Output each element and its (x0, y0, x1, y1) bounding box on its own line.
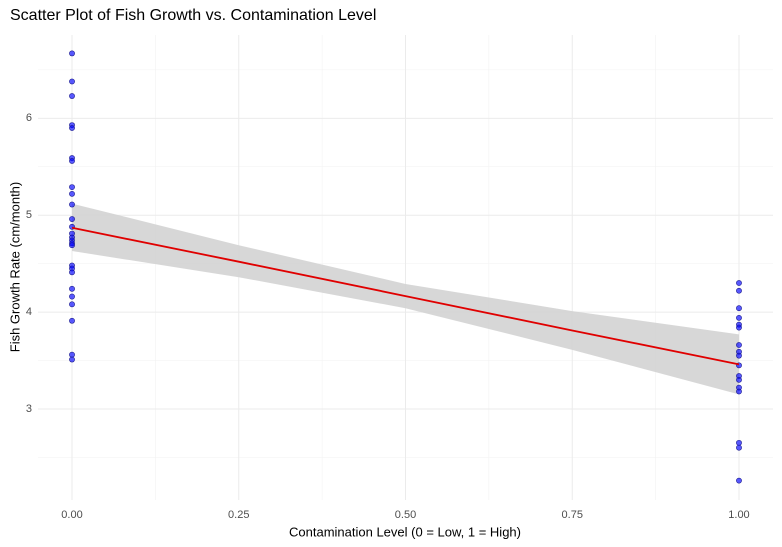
point (69, 356, 75, 363)
point (69, 93, 75, 99)
y-tick-label: 4 (26, 306, 32, 318)
point (69, 216, 75, 222)
point (69, 125, 75, 131)
point (69, 78, 75, 85)
point (69, 242, 75, 249)
point (736, 439, 742, 446)
point (69, 184, 75, 190)
point (736, 388, 742, 395)
point (69, 351, 75, 358)
y-tick-label: 5 (26, 209, 32, 221)
point (69, 158, 75, 164)
point (69, 293, 75, 300)
point (736, 280, 742, 286)
x-tick-label: 0.00 (61, 509, 82, 521)
point (736, 305, 742, 312)
point (69, 301, 75, 308)
x-tick-label: 0.50 (395, 509, 416, 521)
x-tick-label: 1.00 (728, 509, 749, 521)
x-tick-label: 0.75 (562, 509, 583, 521)
point (736, 342, 742, 348)
chart-title: Scatter Plot of Fish Growth vs. Contamin… (10, 7, 376, 24)
point (69, 190, 75, 197)
point (69, 317, 75, 324)
point (736, 352, 742, 359)
y-tick-label: 6 (26, 112, 32, 124)
point (736, 287, 742, 294)
y-axis-label: Fish Growth Rate (cm/month) (7, 182, 22, 353)
point (736, 314, 742, 321)
point (69, 285, 75, 292)
x-axis-label: Contamination Level (0 = Low, 1 = High) (289, 524, 521, 539)
point (736, 444, 742, 451)
confidence-band (72, 203, 739, 395)
point (69, 50, 75, 57)
fit-line (71, 226, 740, 366)
x-tick-label: 0.25 (228, 509, 249, 521)
point (736, 376, 742, 383)
point (69, 201, 75, 208)
point (736, 324, 742, 331)
point (736, 477, 742, 484)
point (69, 269, 75, 276)
y-tick-label: 3 (26, 403, 32, 415)
